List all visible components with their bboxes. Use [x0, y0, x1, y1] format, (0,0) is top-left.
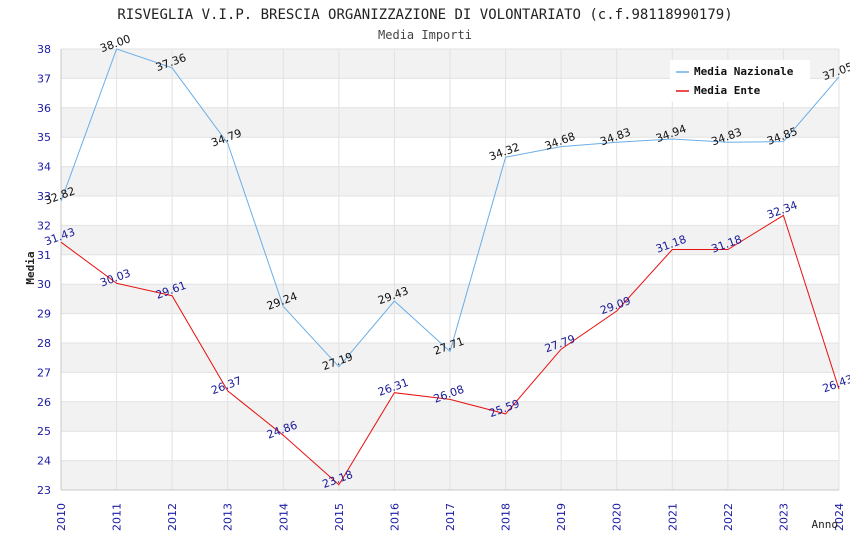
x-tick-label: 2015: [333, 503, 346, 531]
legend-label-nazionale: Media Nazionale: [694, 65, 794, 78]
chart-subtitle: Media Importi: [378, 28, 472, 42]
x-tick-label: 2021: [666, 503, 679, 531]
x-tick-label: 2016: [388, 503, 401, 531]
y-tick-label: 30: [37, 278, 51, 291]
series-line-0: [60, 48, 840, 368]
x-tick-label: 2018: [500, 503, 513, 531]
x-tick-label: 2022: [722, 503, 735, 531]
y-tick-label: 34: [37, 161, 51, 174]
series-lines: [60, 48, 840, 486]
y-tick-label: 38: [37, 43, 51, 56]
y-axis-ticks: 23 24 25 26 27 28 29 30 31 32 33 34 35 36 37 38: [37, 43, 51, 497]
data-label: 32.34: [765, 199, 799, 222]
y-tick-label: 31: [37, 249, 51, 262]
y-axis-label: Media: [24, 251, 37, 284]
y-tick-label: 29: [37, 308, 51, 321]
y-tick-label: 35: [37, 131, 51, 144]
y-tick-label: 36: [37, 102, 51, 115]
data-label: 26.37: [209, 374, 243, 397]
x-axis-label: Anno: [812, 518, 839, 531]
legend-box: [670, 60, 810, 102]
y-tick-label: 26: [37, 396, 51, 409]
x-tick-label: 2017: [444, 503, 457, 531]
x-tick-label: 2023: [777, 503, 790, 531]
x-tick-label: 2011: [111, 503, 124, 531]
y-tick-label: 33: [37, 190, 51, 203]
legend-label-ente: Media Ente: [694, 84, 761, 97]
y-tick-label: 32: [37, 219, 51, 232]
data-label: 26.43: [821, 372, 850, 395]
x-tick-label: 2010: [55, 503, 68, 531]
y-tick-label: 23: [37, 484, 51, 497]
y-tick-label: 37: [37, 72, 51, 85]
x-tick-label: 2020: [611, 503, 624, 531]
y-tick-label: 28: [37, 337, 51, 350]
x-tick-label: 2013: [222, 503, 235, 531]
x-tick-label: 2014: [277, 503, 290, 531]
y-tick-label: 24: [37, 455, 51, 468]
legend: Media Nazionale Media Ente: [670, 60, 810, 102]
x-tick-label: 2019: [555, 503, 568, 531]
y-tick-label: 25: [37, 425, 51, 438]
chart-title: RISVEGLIA V.I.P. BRESCIA ORGANIZZAZIONE …: [117, 7, 732, 23]
x-axis-ticks: 2010 2011 2012 2013 2014 2015 2016 2017 2018 2019…: [55, 503, 846, 531]
series-line-1: [60, 214, 840, 486]
y-tick-label: 27: [37, 366, 51, 379]
x-tick-label: 2012: [166, 503, 179, 531]
x-tick-label: 2024: [833, 503, 846, 531]
data-label: 32.82: [43, 185, 77, 208]
